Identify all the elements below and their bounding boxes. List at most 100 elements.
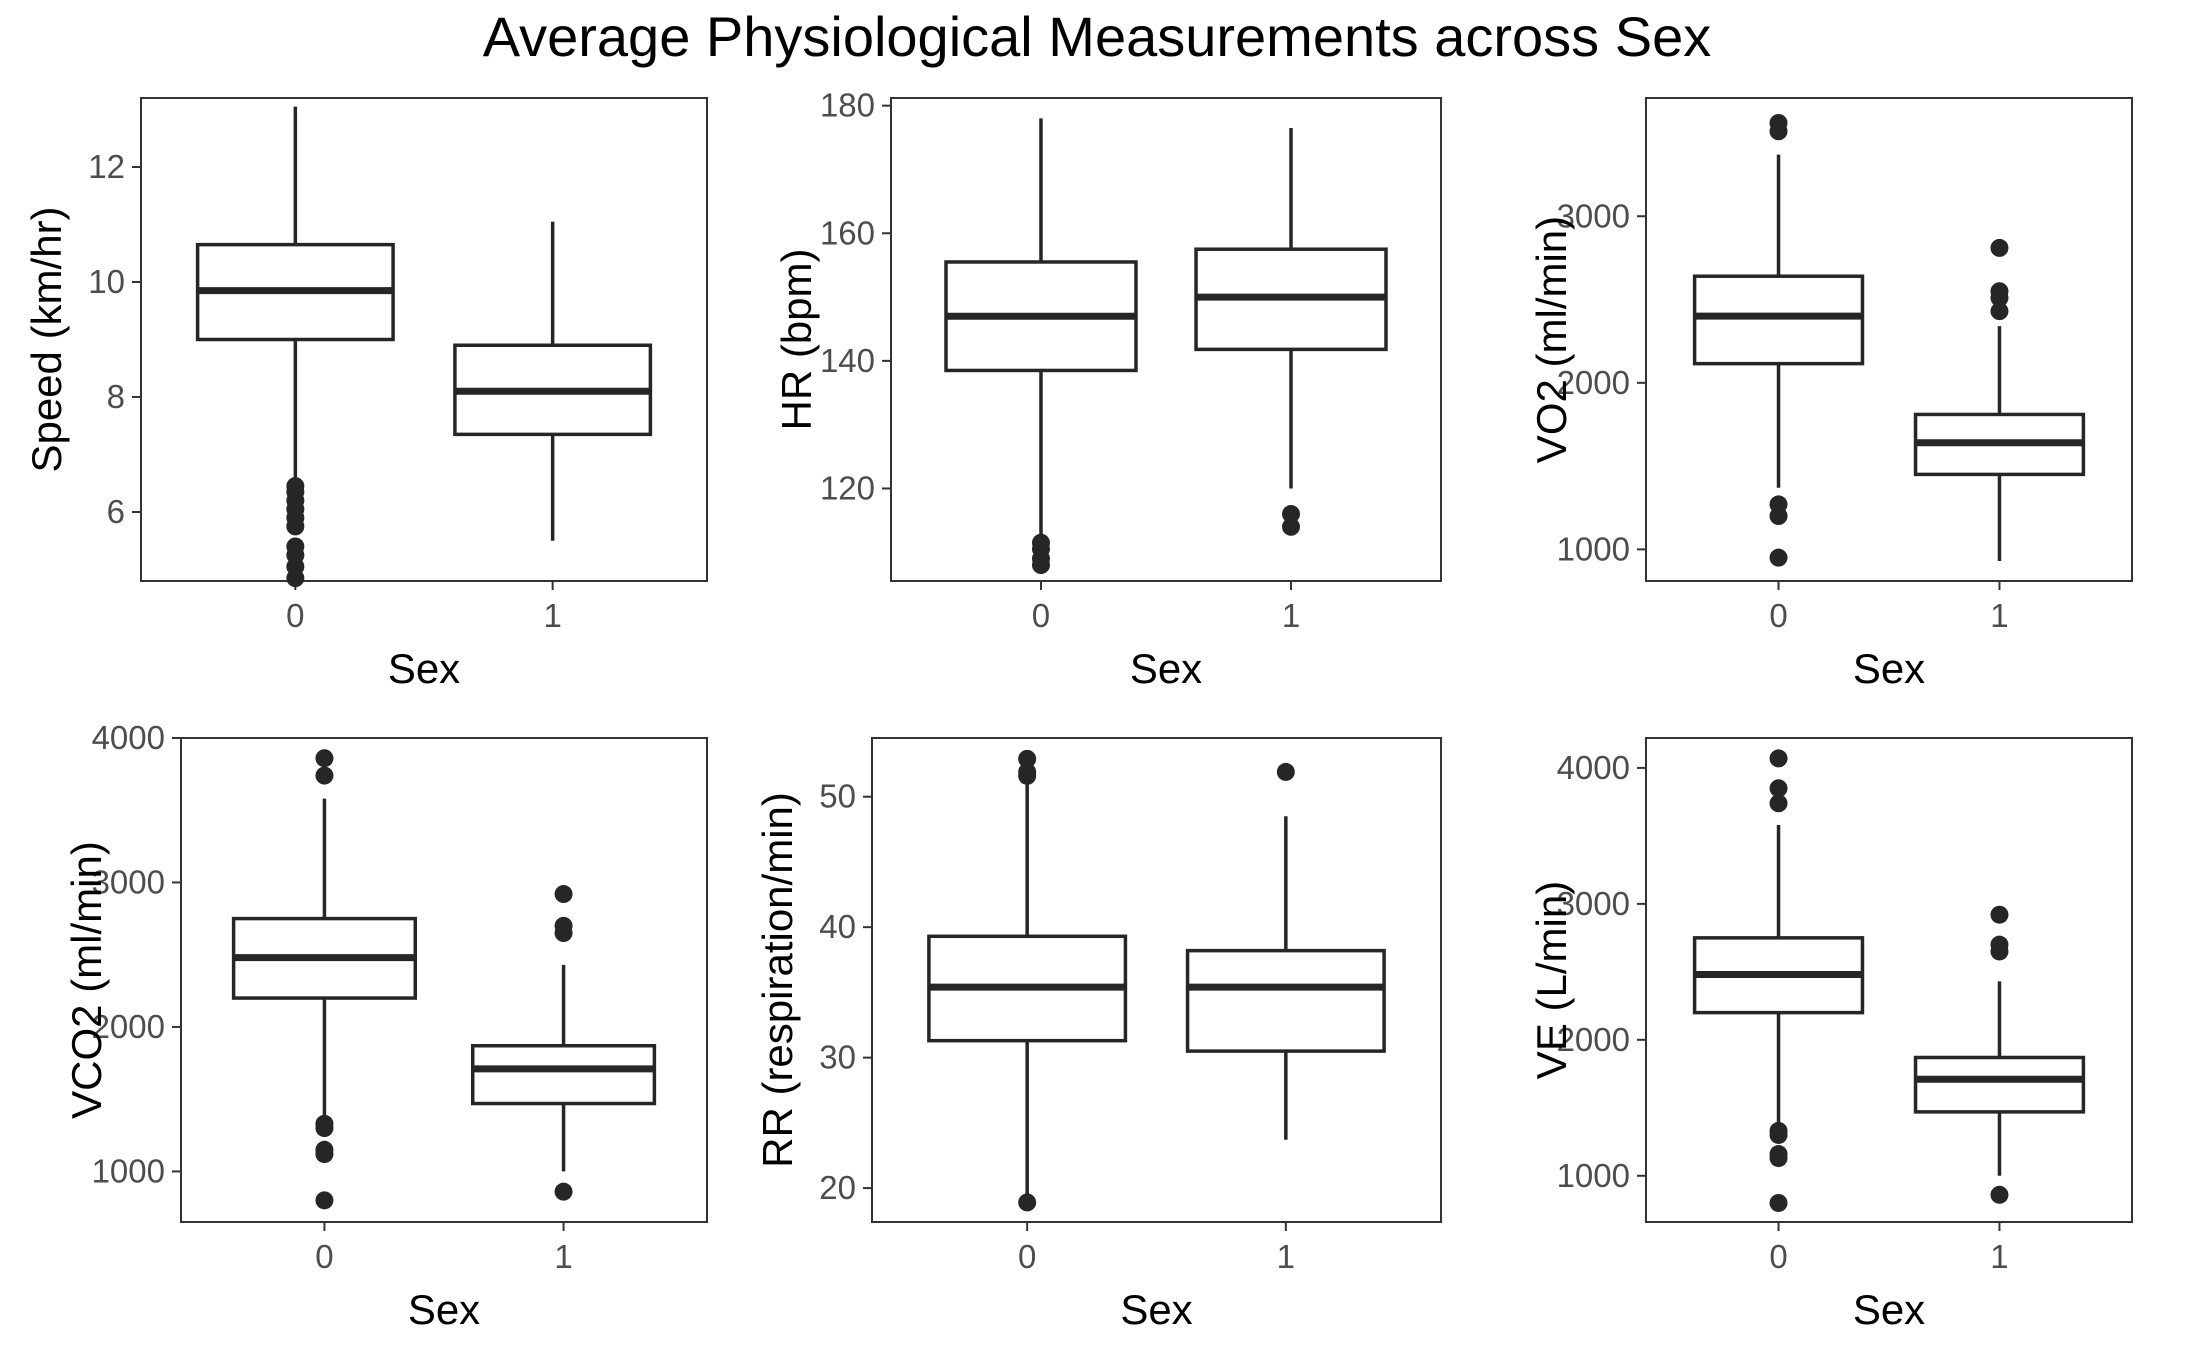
box-group-0: [1692, 749, 1865, 1212]
x-axis-title: Sex: [1853, 1286, 1925, 1333]
panel-4: 1000 2000 3000 4000 0 1 Sex VCO2 (ml/min): [63, 719, 708, 1333]
plot-border: [1645, 97, 2133, 582]
y-tick-label: 30: [819, 1039, 856, 1076]
outlier-point: [315, 749, 334, 768]
y-tick-label: 180: [820, 87, 875, 124]
y-tick-label: 1000: [1557, 530, 1630, 567]
panel-3: 1000 2000 3000 0 1 Sex VO2 (ml/min): [1528, 97, 2133, 692]
x-tick-label: 0: [1018, 1238, 1036, 1275]
y-tick-label: 160: [820, 214, 875, 251]
y-tick-label: 2000: [1557, 364, 1630, 401]
y-tick-label: 120: [820, 469, 875, 506]
outlier-point: [1769, 495, 1788, 514]
y-tick-label: 4000: [1557, 749, 1630, 786]
y-axis-title: RR (respiration/min): [754, 792, 801, 1168]
x-axis-title: Sex: [1120, 1286, 1192, 1333]
outlier-point: [1990, 1185, 2009, 1204]
outlier-point: [1990, 282, 2009, 301]
x-tick-label: 0: [1032, 597, 1050, 634]
x-tick-label: 0: [286, 597, 304, 634]
y-tick-label: 4000: [92, 719, 165, 756]
y-tick-label: 12: [88, 148, 125, 185]
box: [1913, 1055, 2086, 1114]
x-tick-label: 1: [1990, 1238, 2008, 1275]
y-axis-title: Speed (km/hr): [23, 206, 70, 472]
outlier-point: [315, 1114, 334, 1133]
plot-border: [871, 737, 1442, 1223]
outlier-point: [1990, 935, 2009, 954]
figure-title: Average Physiological Measurements acros…: [483, 5, 1711, 68]
y-tick-label: 3000: [92, 863, 165, 900]
x-tick-label: 1: [543, 597, 561, 634]
x-tick-label: 1: [1282, 597, 1300, 634]
box-group-0: [231, 749, 418, 1210]
x-axis-title: Sex: [1853, 645, 1925, 692]
y-tick-label: 2000: [92, 1008, 165, 1045]
panel-6: 1000 2000 3000 4000 0 1 Sex VE (L/min): [1528, 737, 2133, 1333]
x-tick-label: 0: [1769, 597, 1787, 634]
x-axis-title: Sex: [388, 645, 460, 692]
outlier-point: [1769, 113, 1788, 132]
outlier-point: [1282, 505, 1301, 524]
x-tick-label: 0: [315, 1238, 333, 1275]
outlier-point: [1769, 794, 1788, 813]
y-axis-title: VCO2 (ml/min): [63, 841, 110, 1119]
box-group-0: [195, 106, 395, 588]
outlier-point: [315, 1191, 334, 1210]
outlier-point: [315, 766, 334, 785]
outlier-point: [1276, 762, 1295, 781]
outlier-point: [286, 537, 305, 556]
outlier-point: [1769, 1193, 1788, 1212]
box: [1692, 274, 1865, 366]
plot-border: [890, 97, 1442, 582]
plot-border: [140, 97, 708, 582]
box-group-1: [470, 885, 657, 1201]
box-group-1: [1194, 127, 1388, 536]
panel-1: 6 8 10 12 0 1 Sex Speed (km/hr): [23, 97, 708, 692]
box-group-0: [1692, 113, 1865, 567]
outlier-point: [1018, 1193, 1037, 1212]
y-tick-label: 1000: [1557, 1157, 1630, 1194]
outlier-point: [554, 916, 573, 935]
outlier-point: [1769, 548, 1788, 567]
x-tick-label: 0: [1769, 1238, 1787, 1275]
panel-5: 20 30 40 50 0 1 Sex RR (respiration/min): [754, 737, 1442, 1333]
y-tick-label: 2000: [1557, 1021, 1630, 1058]
outlier-point: [1769, 779, 1788, 798]
y-tick-label: 10: [88, 263, 125, 300]
x-tick-label: 1: [554, 1238, 572, 1275]
outlier-point: [1769, 1145, 1788, 1164]
y-tick-label: 50: [819, 778, 856, 815]
outlier-point: [1990, 302, 2009, 321]
y-tick-label: 1000: [92, 1152, 165, 1189]
x-axis-title: Sex: [408, 1286, 480, 1333]
outlier-point: [1018, 762, 1037, 781]
y-axis-title: HR (bpm): [773, 248, 820, 430]
x-axis-title: Sex: [1130, 645, 1202, 692]
outlier-point: [1990, 238, 2009, 257]
y-tick-label: 8: [107, 378, 125, 415]
box-group-1: [1913, 905, 2086, 1204]
y-tick-label: 6: [107, 493, 125, 530]
panel-2: 120 140 160 180 0 1 Sex HR (bpm): [773, 87, 1442, 692]
outlier-point: [1018, 749, 1037, 768]
box-group-1: [1913, 238, 2086, 562]
y-tick-label: 40: [819, 908, 856, 945]
y-tick-label: 3000: [1557, 197, 1630, 234]
box-group-0: [944, 118, 1138, 575]
box: [1185, 948, 1386, 1053]
box-group-1: [453, 221, 653, 541]
outlier-point: [1282, 517, 1301, 536]
y-tick-label: 20: [819, 1169, 856, 1206]
outlier-point: [315, 1140, 334, 1159]
outlier-point: [1769, 1121, 1788, 1140]
y-axis-title: VE (L/min): [1528, 881, 1575, 1079]
box-group-0: [927, 749, 1128, 1212]
outlier-point: [554, 1182, 573, 1201]
box-group-1: [1185, 762, 1386, 1140]
box: [470, 1043, 657, 1106]
outlier-point: [1031, 533, 1050, 552]
